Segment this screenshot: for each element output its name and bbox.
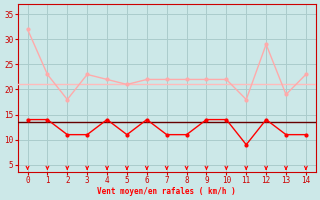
X-axis label: Vent moyen/en rafales ( km/h ): Vent moyen/en rafales ( km/h ) (97, 187, 236, 196)
